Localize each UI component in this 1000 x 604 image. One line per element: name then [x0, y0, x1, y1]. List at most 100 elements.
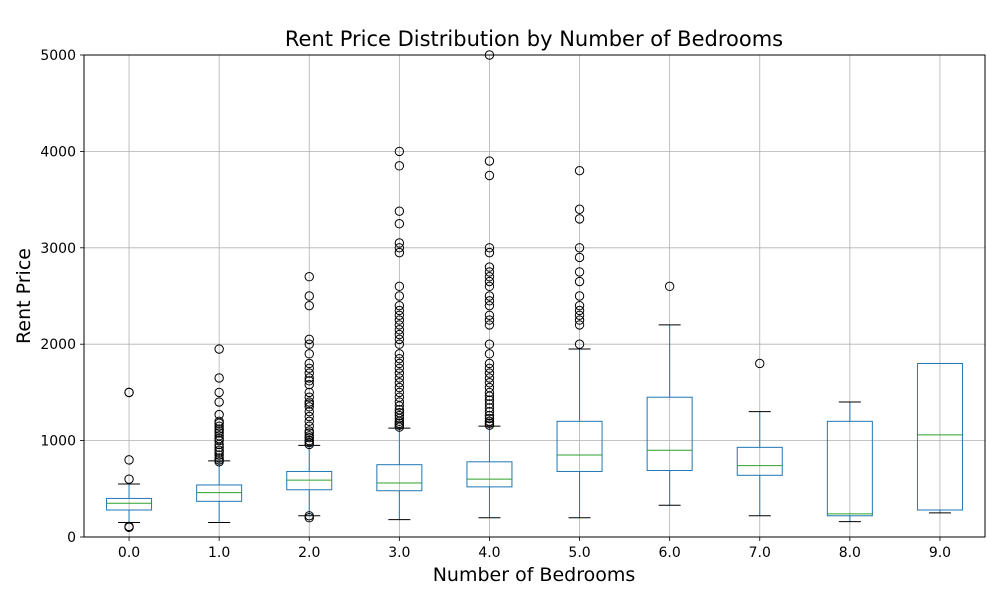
outlier-point [124, 455, 134, 465]
outlier-point [574, 276, 585, 287]
outlier-point [394, 219, 405, 229]
outlier-point [574, 243, 585, 253]
outlier-point [484, 310, 495, 320]
box-group-2-0 [286, 272, 333, 523]
box-group-8-0 [826, 401, 873, 523]
box-group-1-0 [196, 344, 243, 524]
outlier-point [304, 426, 314, 436]
outlier-point [664, 281, 675, 292]
outlier-point [214, 453, 224, 463]
outlier-point [484, 413, 495, 424]
outlier-point [484, 315, 495, 325]
outlier-point [214, 409, 224, 420]
outlier-point [394, 410, 405, 421]
box-group-4-0 [466, 50, 513, 519]
x-tick-label: 5.0 [568, 545, 590, 561]
outlier-point [484, 399, 495, 409]
outlier-point [484, 272, 495, 282]
outlier-point [484, 406, 495, 417]
x-tick-label: 8.0 [839, 545, 861, 561]
outlier-point [304, 387, 314, 398]
box-group-7-0 [736, 358, 783, 517]
y-tick-label: 5000 [40, 48, 76, 64]
outlier-point [394, 407, 405, 418]
outlier-point [214, 450, 224, 460]
outlier-point [304, 300, 314, 311]
outlier-point [484, 368, 495, 378]
outlier-point [394, 320, 405, 330]
outlier-point [394, 238, 405, 248]
outlier-point [574, 320, 585, 330]
iqr-box [376, 464, 423, 492]
x-tick-label: 6.0 [659, 545, 681, 561]
outlier-point [484, 387, 495, 398]
outlier-point [574, 300, 585, 311]
outlier-point [484, 410, 495, 421]
outlier-point [304, 406, 314, 417]
outlier-point [394, 243, 405, 253]
x-tick-label: 4.0 [478, 545, 500, 561]
outlier-point [304, 435, 314, 446]
outlier-point [394, 339, 405, 349]
outlier-point [574, 310, 585, 320]
outlier-point [574, 204, 585, 214]
outlier-point [304, 339, 314, 349]
x-tick-label: 1.0 [208, 545, 230, 561]
outlier-point [484, 373, 495, 383]
outlier-point [394, 392, 405, 402]
outlier-point [755, 358, 765, 369]
outlier-point [484, 382, 495, 393]
outlier-point [304, 431, 314, 441]
outlier-point [124, 521, 134, 532]
outlier-point [394, 315, 405, 325]
outlier-point [124, 387, 134, 398]
outlier-point [304, 379, 314, 390]
plot-frame [83, 54, 986, 538]
outlier-point [394, 206, 405, 216]
outlier-point [214, 397, 224, 407]
outlier-point [214, 445, 224, 455]
outlier-point [214, 421, 224, 431]
outlier-point [394, 382, 405, 393]
iqr-box [826, 420, 873, 517]
outlier-point [484, 416, 495, 427]
y-tick-label: 2000 [40, 337, 76, 353]
outlier-point [214, 373, 224, 383]
outlier-point [484, 281, 495, 292]
y-tick-label: 4000 [40, 144, 76, 160]
outlier-point [574, 305, 585, 316]
box-group-3-0 [376, 146, 423, 521]
x-tick-label: 0.0 [118, 545, 140, 561]
outlier-point [484, 296, 495, 306]
outlier-point [574, 315, 585, 325]
outlier-point [304, 376, 314, 386]
outlier-point [394, 349, 405, 359]
iqr-box [736, 446, 783, 476]
outlier-point [394, 329, 405, 340]
outlier-point [394, 310, 405, 320]
iqr-box [916, 362, 963, 511]
box-series [106, 50, 963, 533]
outlier-point [394, 146, 405, 157]
outlier-point [304, 358, 314, 369]
outlier-point [304, 334, 314, 345]
outlier-point [394, 378, 405, 388]
x-tick-label: 3.0 [388, 545, 410, 561]
y-tick-label: 3000 [40, 241, 76, 257]
outlier-point [304, 411, 314, 422]
outlier-point [394, 334, 405, 345]
outlier-point [484, 156, 495, 166]
box-group-5-0 [556, 165, 603, 519]
outlier-point [484, 276, 495, 287]
outlier-point [394, 387, 405, 398]
outlier-point [574, 214, 585, 224]
outlier-point [484, 395, 495, 405]
outlier-point [304, 363, 314, 373]
x-axis-title: Number of Bedrooms [433, 564, 636, 586]
outlier-point [394, 405, 405, 415]
outlier-point [484, 267, 495, 277]
outlier-point [394, 353, 405, 364]
outlier-point [304, 291, 314, 301]
outlier-point [394, 358, 405, 369]
